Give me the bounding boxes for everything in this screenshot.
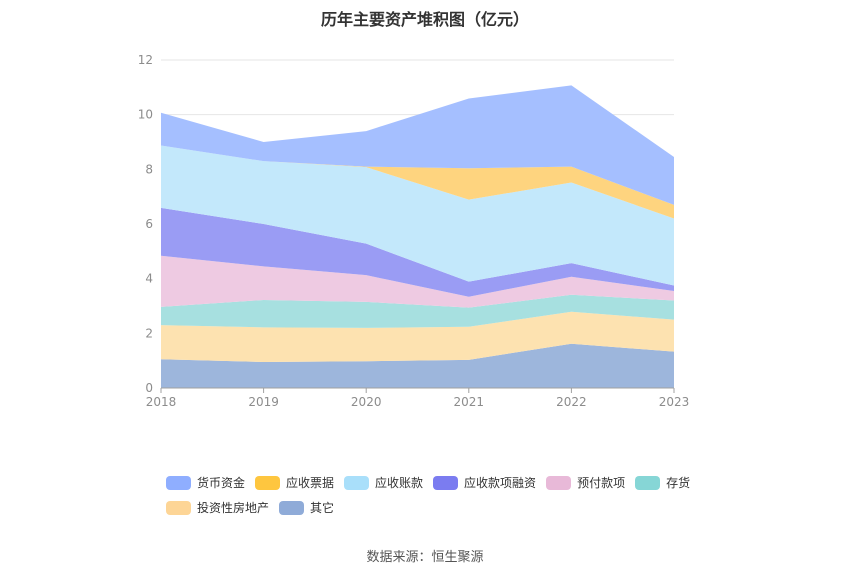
legend-label: 预付款项 (577, 476, 626, 490)
area-series-3[interactable] (161, 294, 674, 328)
legend-item[interactable]: 投资性房地产 (166, 495, 269, 520)
legend-item[interactable]: 存货 (635, 470, 690, 495)
area-series-2[interactable] (161, 311, 674, 363)
legend-item[interactable]: 其它 (279, 495, 334, 520)
data-source-note: 数据来源：恒生聚源 (366, 550, 484, 565)
chart-legend: 货币资金 应收票据 应收账款 应收款项融资 预付款项 存货投资性房地产 其它 (166, 470, 726, 520)
axes: 0 2 4 6 8 10 12 2018 2019 2020 2021 2022 2023 (138, 53, 690, 409)
legend-label: 应收票据 (286, 476, 335, 490)
legend-swatch (166, 500, 191, 515)
legend-label: 应收款项融资 (464, 476, 537, 490)
y-tick-label: 10 (138, 108, 153, 122)
area-series (161, 85, 674, 388)
y-tick-label: 4 (145, 272, 153, 286)
x-tick-label: 2022 (556, 395, 587, 409)
x-tick-label: 2019 (248, 395, 279, 409)
legend-swatch (255, 475, 281, 490)
legend-swatch (635, 475, 661, 490)
area-series-7[interactable] (161, 145, 674, 219)
x-tick-label: 2023 (659, 395, 690, 409)
legend-row: 货币资金 应收票据 应收账款 应收款项融资 预付款项 存货 (166, 470, 726, 495)
y-tick-label: 2 (145, 326, 153, 340)
x-tick-label: 2021 (454, 395, 485, 409)
legend-swatch (166, 475, 191, 490)
legend-label: 其它 (310, 501, 335, 515)
legend-label: 存货 (666, 476, 691, 490)
legend-swatch (344, 475, 370, 490)
legend-swatch (433, 475, 459, 490)
legend-item[interactable]: 货币资金 (166, 470, 245, 495)
legend-item[interactable]: 应收账款 (344, 470, 423, 495)
area-series-8[interactable] (161, 85, 674, 205)
legend-label: 货币资金 (197, 476, 246, 490)
chart-title: 历年主要资产堆积图（亿元） (320, 10, 529, 29)
y-tick-label: 6 (145, 217, 153, 231)
area-series-5[interactable] (161, 207, 674, 297)
y-tick-label: 12 (138, 53, 153, 67)
area-series-4[interactable] (161, 255, 674, 308)
y-tick-label: 8 (145, 162, 153, 176)
legend-item[interactable]: 应收票据 (255, 470, 334, 495)
x-tick-label: 2020 (351, 395, 382, 409)
legend-swatch (279, 500, 305, 515)
legend-item[interactable]: 应收款项融资 (433, 470, 536, 495)
legend-label: 应收账款 (375, 476, 424, 490)
legend-swatch (546, 475, 572, 490)
area-series-1[interactable] (161, 343, 674, 388)
legend-item[interactable]: 预付款项 (546, 470, 625, 495)
x-tick-label: 2018 (146, 395, 177, 409)
area-series-6[interactable] (161, 145, 674, 286)
legend-row: 投资性房地产 其它 (166, 495, 726, 520)
legend-label: 投资性房地产 (197, 501, 270, 515)
y-tick-label: 0 (145, 381, 153, 395)
